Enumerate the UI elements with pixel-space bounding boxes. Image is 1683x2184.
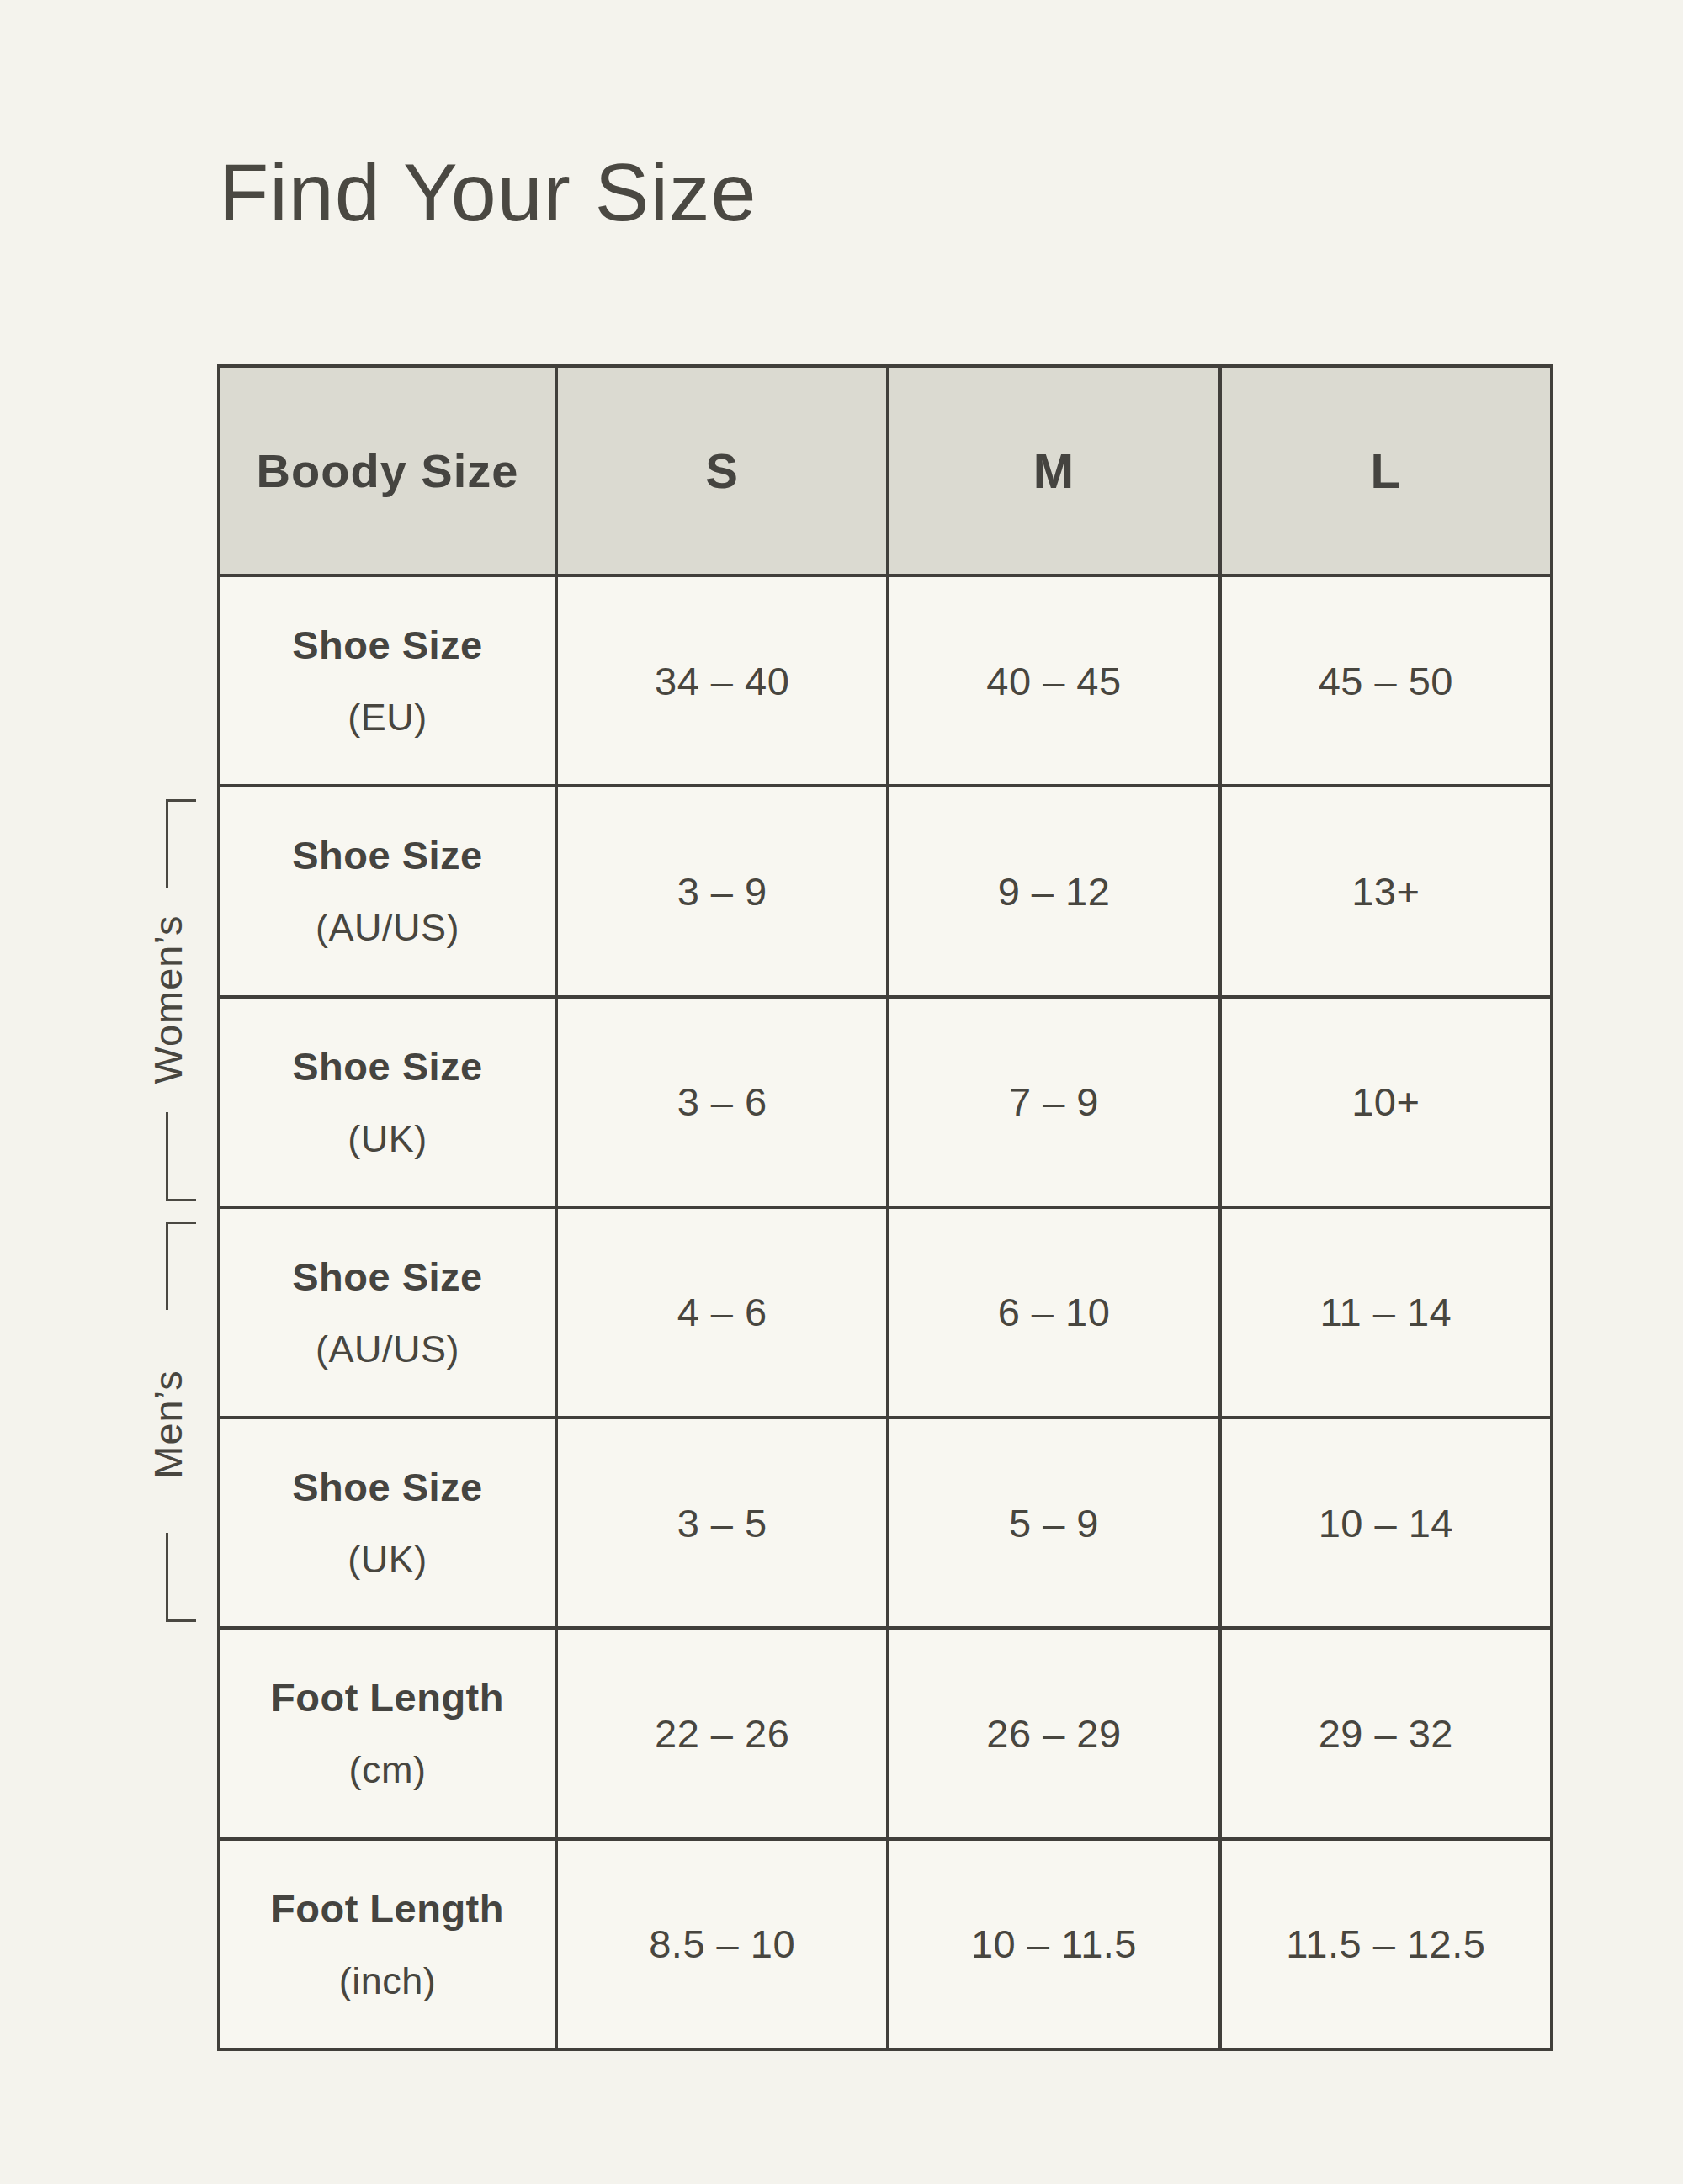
row-sublabel: (UK) — [348, 1104, 427, 1174]
row-label-cell: Shoe Size (UK) — [220, 1419, 555, 1626]
row-label-cell: Shoe Size (AU/US) — [220, 1209, 555, 1416]
row-label: Shoe Size — [292, 1031, 483, 1104]
value-cell: 9 – 12 — [889, 787, 1218, 994]
row-sublabel: (cm) — [349, 1735, 427, 1805]
value-cell: 3 – 5 — [558, 1419, 886, 1626]
value-cell: 11 – 14 — [1222, 1209, 1550, 1416]
row-label: Foot Length — [271, 1873, 504, 1946]
row-label-cell: Shoe Size (AU/US) — [220, 787, 555, 994]
row-sublabel: (UK) — [348, 1524, 427, 1594]
header-cell-size-s: S — [558, 368, 886, 574]
header-cell-size-l: L — [1222, 368, 1550, 574]
row-label-cell: Foot Length (inch) — [220, 1841, 555, 2048]
value-cell: 7 – 9 — [889, 999, 1218, 1206]
header-cell-boody-size: Boody Size — [220, 368, 555, 574]
value-cell: 29 – 32 — [1222, 1630, 1550, 1837]
value-cell: 10 – 11.5 — [889, 1841, 1218, 2048]
value-cell: 11.5 – 12.5 — [1222, 1841, 1550, 2048]
value-cell: 22 – 26 — [558, 1630, 886, 1837]
value-cell: 40 – 45 — [889, 577, 1218, 784]
row-label-cell: Shoe Size (EU) — [220, 577, 555, 784]
row-label: Shoe Size — [292, 1241, 483, 1314]
value-cell: 8.5 – 10 — [558, 1841, 886, 2048]
value-cell: 5 – 9 — [889, 1419, 1218, 1626]
value-cell: 26 – 29 — [889, 1630, 1218, 1837]
womens-bracket-label: Women’s — [145, 914, 191, 1084]
value-cell: 10 – 14 — [1222, 1419, 1550, 1626]
row-label: Shoe Size — [292, 609, 483, 682]
row-label: Shoe Size — [292, 1451, 483, 1524]
value-cell: 4 – 6 — [558, 1209, 886, 1416]
womens-bracket-bottom-tick — [166, 1112, 196, 1201]
row-sublabel: (AU/US) — [316, 1314, 459, 1384]
womens-bracket-top-tick — [166, 799, 196, 888]
row-sublabel: (EU) — [348, 682, 427, 752]
value-cell: 6 – 10 — [889, 1209, 1218, 1416]
row-sublabel: (inch) — [339, 1946, 437, 2016]
size-table: Boody Size S M L Shoe Size (EU) 34 – 40 … — [217, 364, 1553, 2051]
size-guide-page: Find Your Size Women’s Men’s Boody Size … — [0, 0, 1683, 2184]
value-cell: 45 – 50 — [1222, 577, 1550, 784]
value-cell: 34 – 40 — [558, 577, 886, 784]
row-sublabel: (AU/US) — [316, 893, 459, 962]
page-title: Find Your Size — [219, 148, 757, 238]
mens-bracket-bottom-tick — [166, 1533, 196, 1622]
value-cell: 3 – 9 — [558, 787, 886, 994]
value-cell: 13+ — [1222, 787, 1550, 994]
mens-bracket-top-tick — [166, 1222, 196, 1310]
row-label: Foot Length — [271, 1662, 504, 1735]
value-cell: 3 – 6 — [558, 999, 886, 1206]
value-cell: 10+ — [1222, 999, 1550, 1206]
mens-bracket-label: Men’s — [145, 1370, 191, 1479]
header-cell-size-m: M — [889, 368, 1218, 574]
row-label-cell: Foot Length (cm) — [220, 1630, 555, 1837]
row-label-cell: Shoe Size (UK) — [220, 999, 555, 1206]
row-label: Shoe Size — [292, 819, 483, 893]
